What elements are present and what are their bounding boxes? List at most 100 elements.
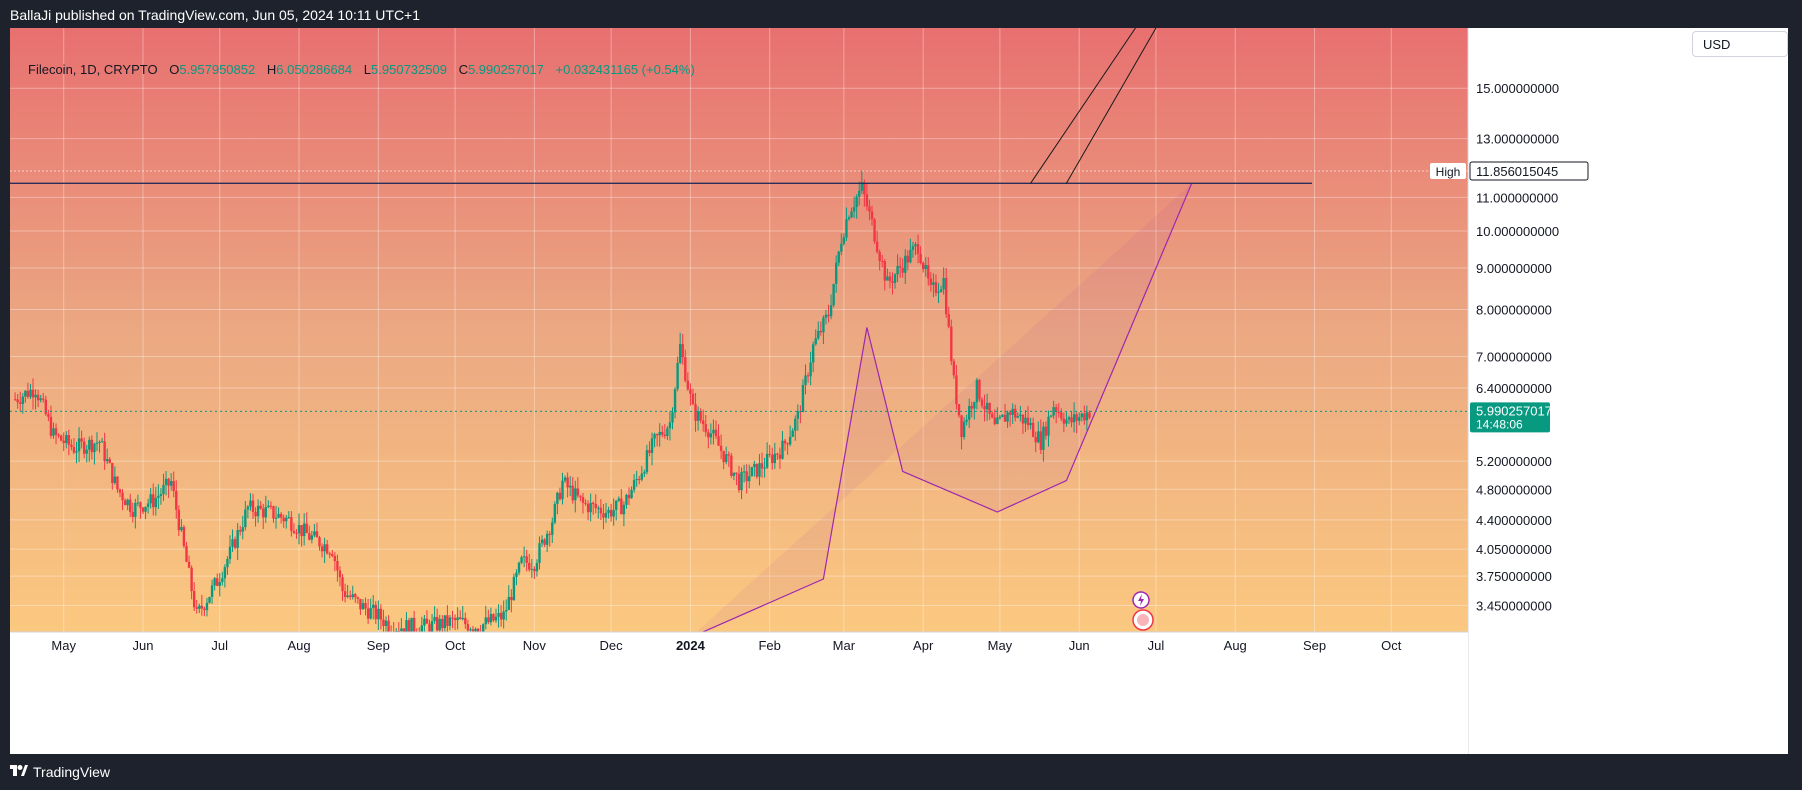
candle-body — [369, 607, 372, 619]
candle-body — [855, 196, 858, 207]
candle-body — [609, 509, 613, 517]
candle-body — [684, 357, 687, 381]
currency-selector[interactable]: USD — [1692, 31, 1788, 57]
candle-body — [612, 509, 615, 517]
candle-body — [847, 217, 851, 220]
symbol-label[interactable]: Filecoin, 1D, CRYPTO — [28, 62, 158, 77]
candle-body — [691, 393, 695, 405]
candle-body — [52, 428, 55, 436]
price-chart[interactable]: 15.000000000 13.000000000 11.000000000 10.0… — [10, 28, 1788, 754]
candle-body — [811, 344, 815, 363]
candle-body — [279, 513, 283, 518]
y-tick-label: 3.450000000 — [1476, 599, 1552, 614]
y-tick-label: 11.000000000 — [1476, 190, 1558, 205]
candle-body — [405, 620, 408, 634]
y-tick-label: 4.400000000 — [1476, 513, 1552, 528]
candle-body — [510, 596, 513, 601]
candle-body — [400, 628, 403, 632]
candle-body — [998, 416, 1002, 418]
candle-body — [282, 517, 285, 522]
candle-body — [1029, 422, 1032, 426]
candle-body — [829, 305, 833, 317]
candle-body — [898, 265, 902, 268]
candle-body — [80, 438, 83, 442]
candle-body — [154, 497, 157, 508]
candle-body — [676, 362, 679, 390]
candle-body — [638, 479, 641, 481]
candle-body — [875, 241, 879, 252]
candle-body — [574, 488, 577, 501]
candle-body — [164, 478, 168, 485]
candle-body — [499, 612, 503, 620]
candle-body — [103, 441, 106, 462]
chart-area[interactable]: 15.000000000 13.000000000 11.000000000 10.0… — [10, 28, 1788, 754]
y-tick-label: 9.000000000 — [1476, 261, 1552, 276]
candle-body — [878, 251, 881, 261]
candle-body — [318, 537, 321, 547]
candle-body — [947, 314, 950, 327]
candle-body — [72, 447, 76, 453]
candle-body — [1067, 417, 1071, 420]
candle-body — [292, 530, 296, 533]
candle-body — [983, 405, 986, 410]
candle-body — [632, 480, 636, 490]
candle-body — [863, 182, 866, 195]
candle-body — [85, 449, 88, 454]
high-label-box — [1430, 163, 1466, 180]
candle-body — [566, 477, 569, 488]
candle-body — [1088, 412, 1091, 418]
candle-body — [461, 617, 464, 620]
candle-body — [254, 511, 257, 517]
candle-body — [59, 435, 63, 441]
candle-body — [382, 619, 385, 626]
candle-body — [589, 502, 592, 513]
candle-body — [1034, 437, 1037, 443]
candle-body — [911, 246, 915, 250]
candle-body — [707, 432, 710, 438]
candle-body — [456, 617, 459, 621]
y-tick-label: 3.750000000 — [1476, 569, 1552, 584]
candle-body — [210, 585, 214, 598]
candle-body — [929, 278, 933, 285]
candle-body — [187, 561, 191, 568]
candle-body — [215, 578, 219, 586]
candle-body — [497, 612, 500, 617]
candle-body — [505, 610, 508, 612]
candle-body — [620, 498, 623, 515]
candle-body — [1057, 411, 1060, 413]
time-axis-background — [10, 632, 1468, 754]
candle-body — [262, 508, 265, 518]
candle-body — [852, 206, 856, 212]
candle-body — [699, 411, 702, 421]
x-tick-label: Jun — [133, 638, 154, 653]
candle-body — [543, 539, 546, 545]
candle-body — [420, 625, 424, 634]
candle-body — [430, 621, 434, 633]
candle-body — [349, 595, 352, 598]
candle-body — [576, 488, 580, 496]
candle-body — [433, 616, 436, 622]
candle-body — [269, 505, 273, 507]
candle-body — [172, 481, 175, 492]
time-axis[interactable]: May Jun Jul Aug Sep Oct Nov Dec 2024 Feb Mar Apr May… — [51, 638, 1401, 653]
candle-body — [673, 389, 677, 413]
candle-body — [533, 568, 536, 572]
candle-body — [285, 517, 288, 522]
candle-body — [845, 219, 848, 238]
candle-body — [249, 500, 252, 507]
candle-body — [31, 389, 35, 398]
candle-body — [264, 507, 267, 518]
candle-body — [21, 396, 24, 404]
price-axis[interactable]: 15.000000000 13.000000000 11.000000000 10.0… — [1476, 81, 1559, 613]
candle-body — [722, 450, 725, 462]
candle-body — [666, 428, 669, 436]
x-tick-label: Jun — [1069, 638, 1090, 653]
candle-body — [126, 499, 129, 506]
candle-body — [287, 517, 291, 519]
x-tick-label: Sep — [1303, 638, 1326, 653]
candle-body — [934, 282, 938, 293]
candle-body — [315, 531, 319, 538]
candle-body — [1049, 415, 1053, 417]
candle-body — [88, 439, 91, 450]
